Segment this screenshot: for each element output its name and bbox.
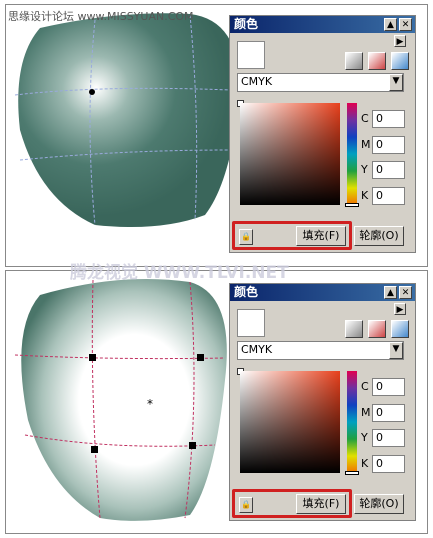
channel-input[interactable]: 0	[372, 429, 405, 447]
channel-label: M	[361, 405, 371, 419]
docker-title: 颜色	[230, 16, 415, 33]
channel-input[interactable]: 0	[372, 135, 405, 154]
channel-label: Y	[361, 163, 368, 176]
channel-label: M	[361, 137, 371, 151]
collapse-button[interactable]: ▲	[384, 286, 397, 299]
flyout-button[interactable]: ▶	[394, 35, 406, 47]
highlight-box	[232, 221, 352, 250]
fill-button[interactable]: 填充(F)	[296, 494, 346, 514]
channel-label: Y	[361, 431, 368, 444]
lock-button[interactable]: 🔒	[239, 229, 253, 245]
mesh-nodes	[89, 354, 204, 453]
outline-button[interactable]: 轮廓(O)	[354, 494, 404, 514]
color-preview	[237, 309, 265, 337]
channel-input[interactable]: 0	[372, 454, 405, 473]
mesh-shape	[21, 278, 227, 521]
spectrum-slider	[345, 471, 359, 475]
lock-button[interactable]: 🔒	[239, 497, 253, 513]
flyout-button[interactable]: ▶	[394, 303, 406, 315]
docker-icon[interactable]	[345, 52, 363, 70]
mesh-node	[89, 89, 95, 95]
channel-label: C	[361, 380, 369, 393]
channel-input[interactable]: 0	[372, 403, 405, 422]
color-preview	[237, 41, 265, 69]
center-marker: *	[147, 397, 153, 411]
docker-icon[interactable]	[368, 320, 386, 338]
color-spectrum[interactable]	[347, 103, 357, 205]
docker-title: 颜色	[230, 284, 415, 301]
close-button[interactable]: ✕	[399, 286, 412, 299]
channel-input[interactable]: 0	[372, 378, 405, 396]
collapse-button[interactable]: ▲	[384, 18, 397, 31]
color-square[interactable]	[240, 103, 340, 205]
highlight-box	[232, 489, 352, 518]
dropdown-arrow[interactable]: ▼	[389, 74, 403, 91]
channel-label: C	[361, 112, 369, 125]
channel-label: K	[361, 456, 369, 470]
mesh-lines	[14, 14, 231, 226]
spectrum-slider	[345, 203, 359, 207]
channel-input[interactable]: 0	[372, 110, 405, 128]
dropdown-arrow[interactable]: ▼	[389, 342, 403, 359]
docker-icon[interactable]	[368, 52, 386, 70]
model-dropdown[interactable]: CMYK	[237, 73, 404, 92]
mesh-shape	[18, 13, 240, 228]
close-button[interactable]: ✕	[399, 18, 412, 31]
docker-icon[interactable]	[391, 52, 409, 70]
fill-button[interactable]: 填充(F)	[296, 226, 346, 246]
color-square[interactable]	[240, 371, 340, 473]
watermark: 思缘设计论坛 www.MISSYUAN.COM	[8, 10, 194, 23]
channel-input[interactable]: 0	[372, 186, 405, 205]
watermark: 腾龙视觉 WWW.TLVI.NET	[70, 263, 289, 283]
docker-icon[interactable]	[391, 320, 409, 338]
docker-icon[interactable]	[345, 320, 363, 338]
model-dropdown[interactable]: CMYK	[237, 341, 404, 360]
channel-label: K	[361, 188, 369, 202]
outline-button[interactable]: 轮廓(O)	[354, 226, 404, 246]
color-spectrum[interactable]	[347, 371, 357, 473]
channel-input[interactable]: 0	[372, 161, 405, 179]
